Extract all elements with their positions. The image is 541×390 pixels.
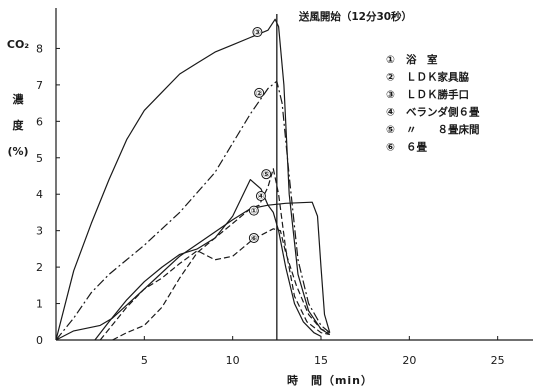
legend-label: ６畳: [406, 142, 427, 154]
x-tick-label: 5: [141, 354, 148, 367]
x-tick-label: 15: [314, 354, 328, 367]
y-tick-label: 6: [36, 115, 43, 128]
series-line-2: [55, 80, 331, 341]
series-line-6: [99, 228, 331, 341]
curve-marker-label: ②: [256, 89, 263, 98]
curve-marker-circle: [248, 205, 259, 216]
curve-marker-label: ⑤: [263, 170, 270, 179]
curve-marker-circle: [261, 169, 272, 180]
series-line-1: [55, 201, 331, 341]
y-axis-title-line: 度: [13, 118, 25, 132]
y-tick-label: 0: [36, 334, 43, 347]
legend-label: 浴 室: [406, 53, 438, 66]
text-layer: CO₂ 濃度 (%) 時 間（min） 送風開始（12分30秒）: [7, 10, 412, 387]
curve-marker-label: ④: [258, 192, 265, 201]
legend-marker: ①: [386, 54, 395, 66]
axes-layer: 0 1 2 3 4 5 6 7 8 5 10 15 20 25: [36, 8, 533, 367]
y-axis-title-line: CO₂: [7, 38, 29, 51]
legend-label: 〃 ８畳床間: [406, 123, 480, 136]
y-tick-label: 5: [36, 152, 43, 165]
series-line-4: [94, 179, 322, 341]
legend-marker: ④: [386, 107, 395, 119]
curve-marker-circle: [255, 191, 266, 202]
y-tick-label: 8: [36, 42, 43, 55]
legend-marker: ③: [386, 89, 395, 101]
x-tick-label: 20: [402, 354, 416, 367]
legend-marker: ⑤: [386, 124, 395, 136]
legend-label: ＬＤＫ勝手口: [406, 88, 469, 101]
y-axis-title-line: 濃: [13, 92, 25, 106]
x-tick-label: 10: [226, 354, 240, 367]
y-tick-label: 7: [36, 79, 43, 92]
legend-layer: ① 浴 室 ② ＬＤＫ家具脇 ③ ＬＤＫ勝手口 ④ ベランダ側６畳 ⑤ 〃 ８畳床間 ⑥ ６畳: [386, 53, 480, 154]
legend-marker: ②: [386, 72, 395, 84]
legend-marker: ⑥: [386, 142, 395, 154]
y-tick-label: 1: [36, 298, 43, 311]
legend-label: ＬＤＫ家具脇: [406, 71, 469, 84]
y-tick-label: 2: [36, 261, 43, 274]
curve-marker-circle: [248, 232, 259, 243]
curve-marker-label: ①: [250, 207, 257, 216]
curve-marker-circle: [254, 87, 265, 98]
ventilation-start-label: 送風開始（12分30秒）: [298, 10, 412, 23]
series-layer: [55, 18, 331, 341]
x-tick-label: 25: [491, 354, 505, 367]
series-line-3: [55, 18, 331, 341]
y-axis-title-line: (%): [7, 145, 28, 158]
y-tick-label: 3: [36, 225, 43, 238]
curve-marker-label: ③: [254, 28, 261, 37]
legend-label: ベランダ側６畳: [406, 106, 480, 119]
y-tick-label: 4: [36, 188, 43, 201]
curve-marker-label: ⑥: [250, 234, 257, 243]
marker-layer: ① ② ③ ④ ⑤ ⑥: [248, 27, 272, 243]
curve-marker-circle: [252, 27, 263, 38]
x-axis-title: 時 間（min）: [287, 373, 373, 386]
